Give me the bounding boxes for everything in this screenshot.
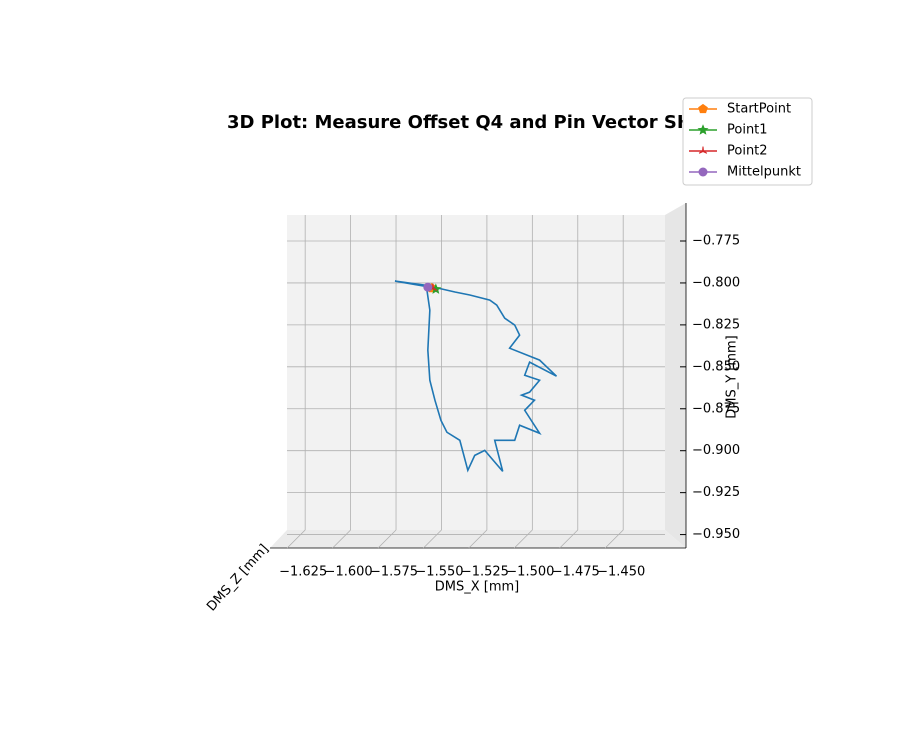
y-tick-label: −0.775 <box>692 234 740 249</box>
legend-label: StartPoint <box>727 102 791 117</box>
x-tick-label: −1.600 <box>325 565 373 580</box>
y-tick-label: −0.800 <box>692 275 740 290</box>
floor-line <box>332 529 351 549</box>
floor-line <box>604 529 624 549</box>
legend-marker <box>698 146 708 154</box>
x-tick-label: −1.500 <box>506 565 554 580</box>
x-axis-label: DMS_X [mm] <box>435 580 520 595</box>
y-tick-label: −0.825 <box>692 317 740 332</box>
legend-marker <box>697 124 709 135</box>
y-tick-label: −0.850 <box>692 359 740 374</box>
chart-title: 3D Plot: Measure Offset Q4 and Pin Vecto… <box>227 112 705 133</box>
legend <box>682 97 813 186</box>
z-axis-label: DMS_Z [mm] <box>204 542 272 615</box>
x-tick-label: −1.475 <box>552 565 600 580</box>
y-tick-label: −0.950 <box>692 527 740 542</box>
x-tick-label: −1.550 <box>415 565 463 580</box>
legend-label: Point2 <box>727 144 768 159</box>
floor-line <box>377 529 397 549</box>
floor-line <box>423 529 442 549</box>
x-tick-label: −1.575 <box>370 565 418 580</box>
y-axis-label: DMS_Y [mm] <box>725 335 740 419</box>
point-marker <box>428 283 438 291</box>
floor-line <box>559 529 579 549</box>
back-pane <box>287 215 665 530</box>
floor-line <box>514 529 533 549</box>
legend-marker <box>698 167 708 177</box>
floor-line <box>286 529 306 549</box>
legend-label: Point1 <box>727 123 768 138</box>
side-pane <box>665 203 686 548</box>
legend-marker <box>698 103 708 114</box>
y-tick-label: −0.875 <box>692 401 740 416</box>
x-tick-label: −1.450 <box>597 565 645 580</box>
point-marker <box>423 282 433 292</box>
x-tick-label: −1.525 <box>461 565 509 580</box>
legend-label: Mittelpunkt <box>727 165 801 180</box>
floor-line <box>468 529 488 549</box>
x-tick-label: −1.625 <box>279 565 327 580</box>
y-tick-label: −0.900 <box>692 443 740 458</box>
y-tick-label: −0.925 <box>692 485 740 500</box>
trace-line <box>394 280 558 473</box>
